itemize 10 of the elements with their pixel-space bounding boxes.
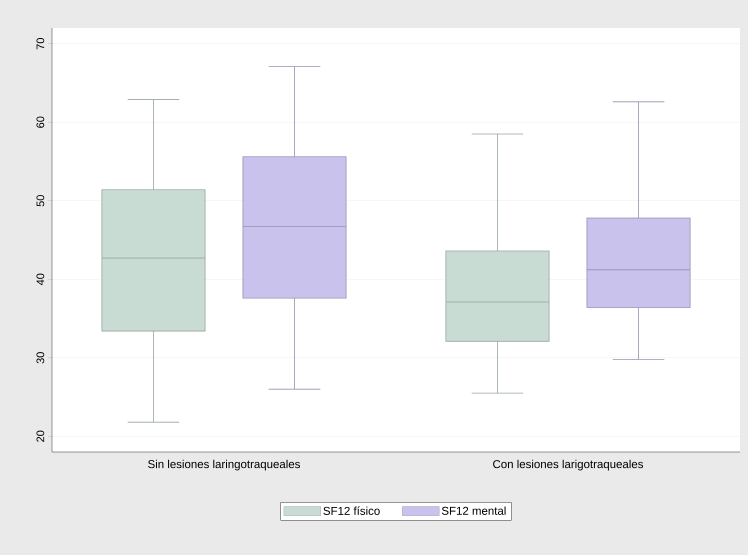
x-tick-label: Con lesiones larigotraqueales bbox=[493, 460, 644, 470]
legend-label: SF12 mental bbox=[442, 506, 506, 515]
y-tick-label: 30 bbox=[36, 352, 44, 364]
y-tick-label: 50 bbox=[36, 195, 44, 206]
y-tick-label: 40 bbox=[36, 274, 44, 286]
y-tick-label: 70 bbox=[36, 38, 44, 50]
legend-label: SF12 físico bbox=[323, 506, 380, 515]
y-tick-label: 60 bbox=[36, 116, 44, 128]
x-tick-label: Sin lesiones laringotraqueales bbox=[148, 460, 300, 470]
y-tick-label: 20 bbox=[36, 430, 44, 442]
